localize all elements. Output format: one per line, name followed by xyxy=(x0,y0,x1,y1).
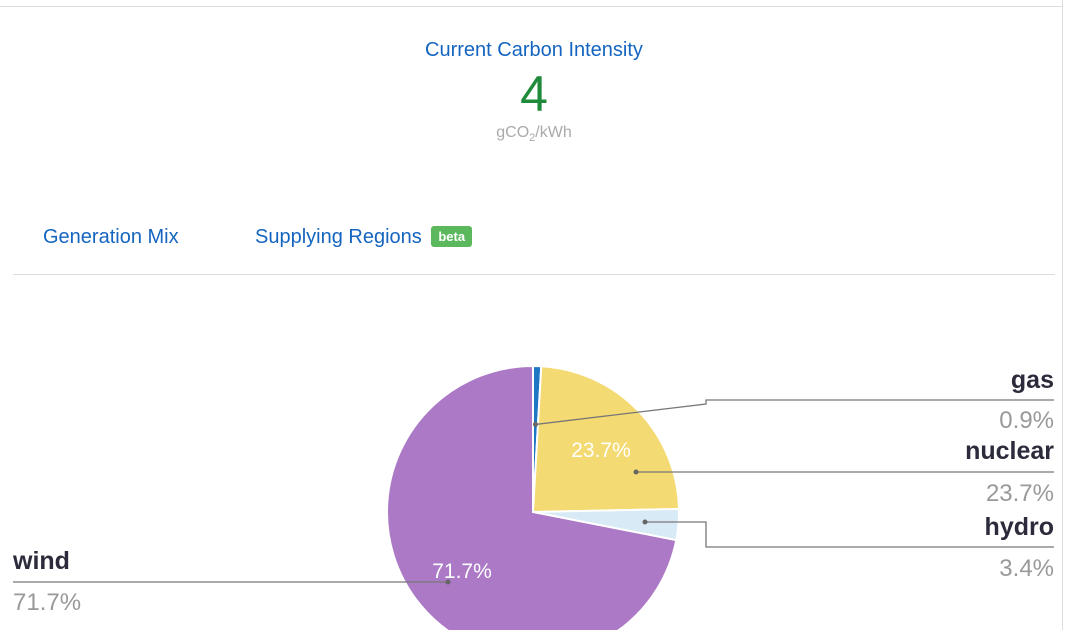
slice-inner-label-nuclear: 23.7% xyxy=(571,439,631,462)
tab-generation-mix[interactable]: Generation Mix xyxy=(43,226,179,249)
slice-label-nuclear: nuclear xyxy=(965,437,1054,465)
tab-generation-mix-label: Generation Mix xyxy=(43,226,179,248)
slice-label-wind: wind xyxy=(12,547,70,575)
unit-prefix: gCO xyxy=(496,124,530,141)
panel-right-border xyxy=(1062,0,1063,630)
tab-supplying-regions-label: Supplying Regions xyxy=(255,226,422,248)
slice-value-hydro: 3.4% xyxy=(999,555,1054,582)
connector-dot-nuclear xyxy=(633,469,639,475)
beta-badge: beta xyxy=(431,226,473,247)
intensity-unit: gCO2/kWh xyxy=(0,122,1068,149)
slice-value-wind: 71.7% xyxy=(13,589,81,616)
unit-suffix: /kWh xyxy=(535,124,572,141)
slice-label-hydro: hydro xyxy=(985,513,1054,541)
pie-slice-nuclear[interactable] xyxy=(531,365,680,514)
slice-label-gas: gas xyxy=(1011,366,1054,394)
carbon-intensity-summary: Current Carbon Intensity 4 gCO2/kWh xyxy=(0,34,1068,149)
slice-value-gas: 0.9% xyxy=(999,407,1054,434)
slice-inner-label-wind: 71.7% xyxy=(432,560,492,583)
connector-dot-hydro xyxy=(642,519,648,525)
pie-slice-wind[interactable] xyxy=(386,364,678,630)
connector-hydro xyxy=(645,521,1054,548)
tab-bar: Generation Mix Supplying Regions beta xyxy=(13,222,1055,275)
unit-subscript: 2 xyxy=(529,132,536,145)
slice-value-nuclear: 23.7% xyxy=(986,480,1054,507)
panel-top-border xyxy=(0,6,1062,7)
tab-supplying-regions[interactable]: Supplying Regions beta xyxy=(255,226,473,249)
intensity-value: 4 xyxy=(520,66,548,122)
connector-dot-wind xyxy=(445,579,451,585)
connector-gas xyxy=(535,399,1054,426)
connector-dot-gas xyxy=(532,421,538,427)
intensity-title: Current Carbon Intensity xyxy=(425,39,643,61)
